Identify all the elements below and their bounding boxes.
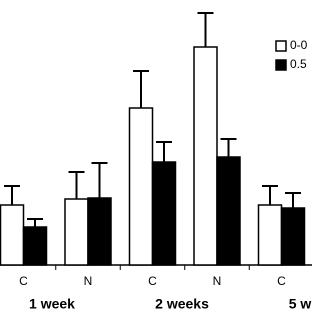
bar	[128, 107, 154, 266]
bar	[257, 204, 283, 266]
bar	[64, 198, 89, 266]
group-label: 5 w	[289, 296, 312, 312]
bar	[216, 156, 241, 266]
legend-label: 0-0	[290, 38, 308, 52]
x-tick-label: C	[277, 274, 286, 288]
bar	[193, 46, 218, 266]
x-tick-label: C	[148, 274, 157, 288]
legend-label: 0.5	[290, 57, 307, 71]
group-label: 1 week	[29, 296, 75, 312]
x-tick-label: N	[84, 274, 93, 288]
legend-swatch	[275, 40, 287, 52]
chart: C N C N C1 week 2 weeks 5 w0-00.5	[0, 12, 312, 312]
x-tick-label: N	[213, 274, 222, 288]
bar	[22, 226, 48, 266]
bar	[87, 197, 112, 266]
legend-swatch	[275, 59, 287, 71]
bar	[280, 207, 306, 266]
group-label: 2 weeks	[155, 296, 209, 312]
bar	[151, 161, 177, 266]
bar	[0, 204, 25, 266]
x-tick-label: C	[19, 274, 28, 288]
